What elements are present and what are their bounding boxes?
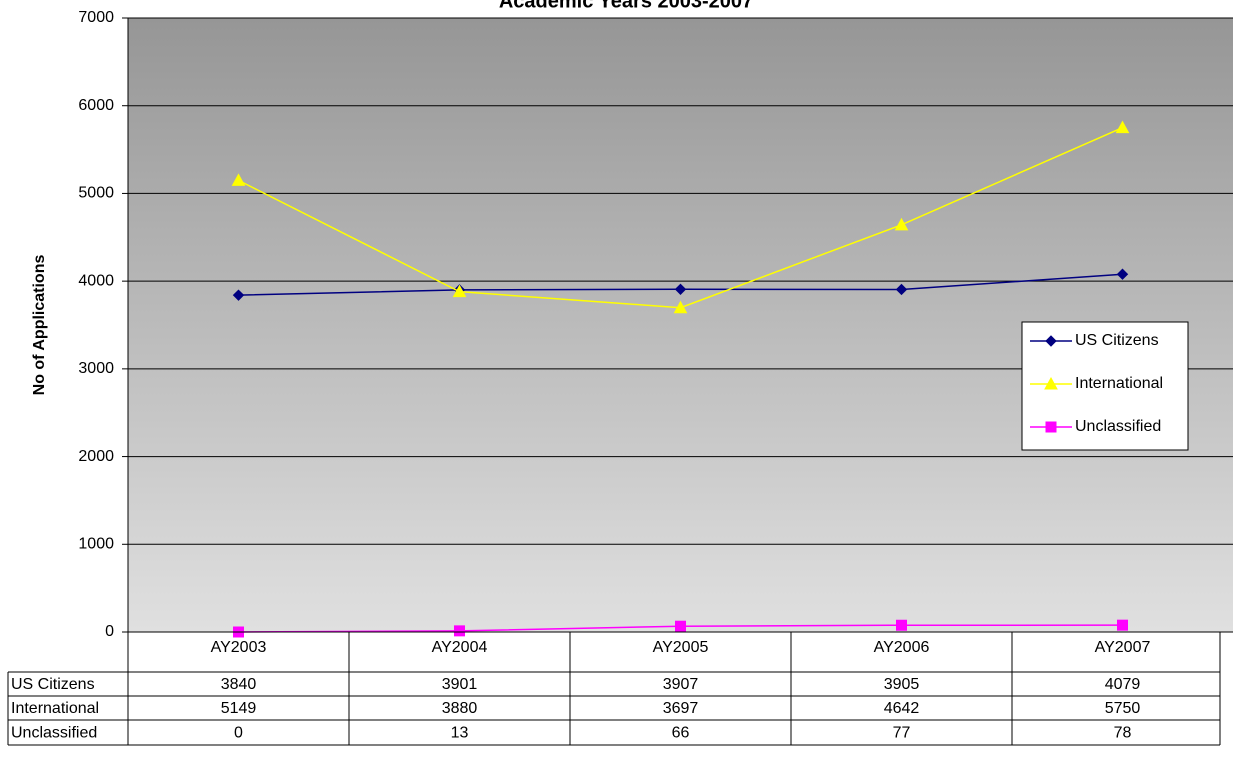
table-cell: 4079 xyxy=(1105,676,1141,693)
legend-marker xyxy=(1045,335,1057,347)
data-point xyxy=(1115,120,1130,134)
x-tick-label: AY2004 xyxy=(432,639,488,656)
legend-marker xyxy=(1044,376,1058,390)
data-point xyxy=(673,300,688,314)
y-tick-label: 4000 xyxy=(78,272,114,289)
legend-marker xyxy=(1045,421,1057,433)
table-cell: 3901 xyxy=(442,676,478,693)
data-point xyxy=(674,283,687,296)
data-point xyxy=(231,173,246,186)
x-tick-label: AY2005 xyxy=(653,639,709,656)
table-row-label: Unclassified xyxy=(11,725,97,742)
x-tick-label: AY2006 xyxy=(874,639,930,656)
table-cell: 3697 xyxy=(663,700,699,717)
table-cell: 3880 xyxy=(442,700,478,717)
table-cell: 78 xyxy=(1114,725,1132,742)
y-tick-label: 0 xyxy=(105,623,114,640)
data-point xyxy=(896,619,907,631)
x-tick-label: AY2003 xyxy=(211,639,267,656)
data-point xyxy=(894,217,909,231)
legend-label: US Citizens xyxy=(1075,332,1159,349)
table-cell: 3840 xyxy=(221,676,257,693)
chart-title: Academic Years 2003-2007 xyxy=(499,0,753,12)
table-row-label: International xyxy=(11,700,99,717)
data-point xyxy=(675,620,686,632)
data-point xyxy=(452,284,467,298)
data-point xyxy=(232,289,245,301)
table-cell: 3905 xyxy=(884,676,920,693)
y-tick-label: 5000 xyxy=(78,185,114,202)
data-point xyxy=(895,283,908,296)
y-tick-label: 1000 xyxy=(78,536,114,553)
table-cell: 5750 xyxy=(1105,700,1141,717)
x-tick-label: AY2007 xyxy=(1095,639,1151,656)
data-point xyxy=(454,625,465,637)
y-tick-label: 6000 xyxy=(78,97,114,114)
y-axis-label: No of Applications xyxy=(31,255,48,396)
table-row-label: US Citizens xyxy=(11,676,95,693)
legend-label: International xyxy=(1075,375,1163,392)
y-tick-label: 2000 xyxy=(78,448,114,465)
table-cell: 3907 xyxy=(663,676,699,693)
table-cell: 4642 xyxy=(884,700,920,717)
y-tick-label: 7000 xyxy=(78,9,114,26)
legend-label: Unclassified xyxy=(1075,418,1161,435)
data-point xyxy=(1116,268,1129,280)
table-cell: 77 xyxy=(893,725,911,742)
y-tick-label: 3000 xyxy=(78,360,114,377)
data-point xyxy=(1117,619,1128,631)
table-cell: 13 xyxy=(451,725,469,742)
table-cell: 5149 xyxy=(221,700,257,717)
table-cell: 66 xyxy=(672,725,690,742)
table-cell: 0 xyxy=(234,725,243,742)
